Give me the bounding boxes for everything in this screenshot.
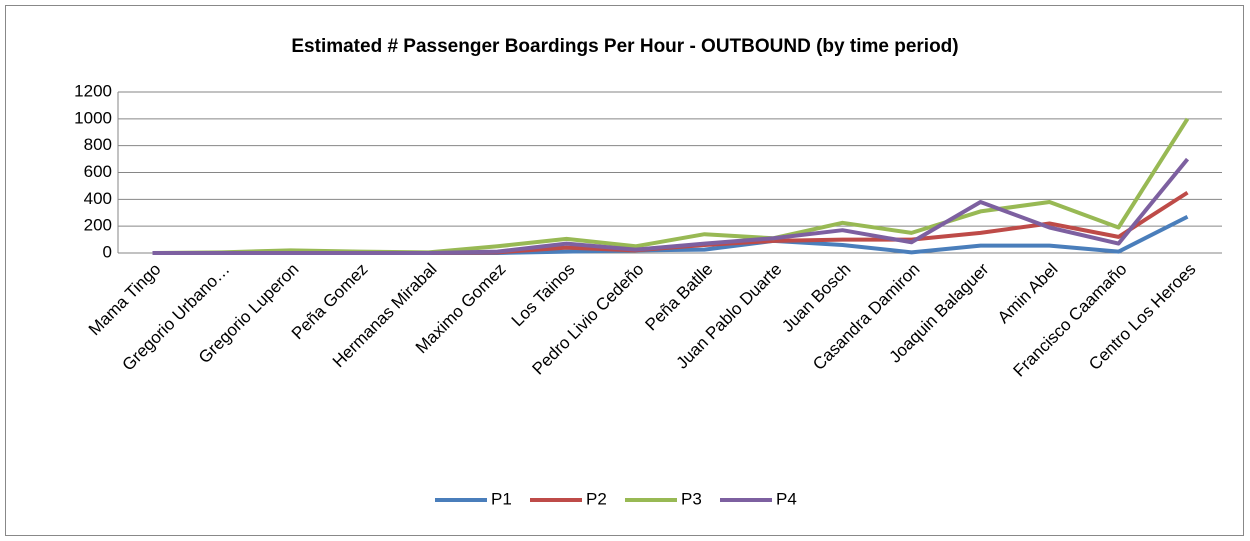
chart-title: Estimated # Passenger Boardings Per Hour… [291, 36, 958, 57]
legend-label: P3 [681, 489, 702, 508]
y-tick-label: 400 [84, 189, 112, 208]
chart-frame [5, 5, 1244, 536]
y-tick-label: 600 [84, 162, 112, 181]
data-line [152, 117, 1190, 255]
data-line [152, 157, 1190, 255]
legend-label: P2 [586, 489, 607, 508]
y-tick-label: 1000 [74, 108, 112, 127]
y-tick-label: 200 [84, 216, 112, 235]
legend-label: P4 [776, 489, 797, 508]
y-tick-label: 800 [84, 135, 112, 154]
y-tick-label: 1200 [74, 81, 112, 100]
legend-label: P1 [491, 489, 512, 508]
y-tick-label: 0 [103, 242, 112, 261]
